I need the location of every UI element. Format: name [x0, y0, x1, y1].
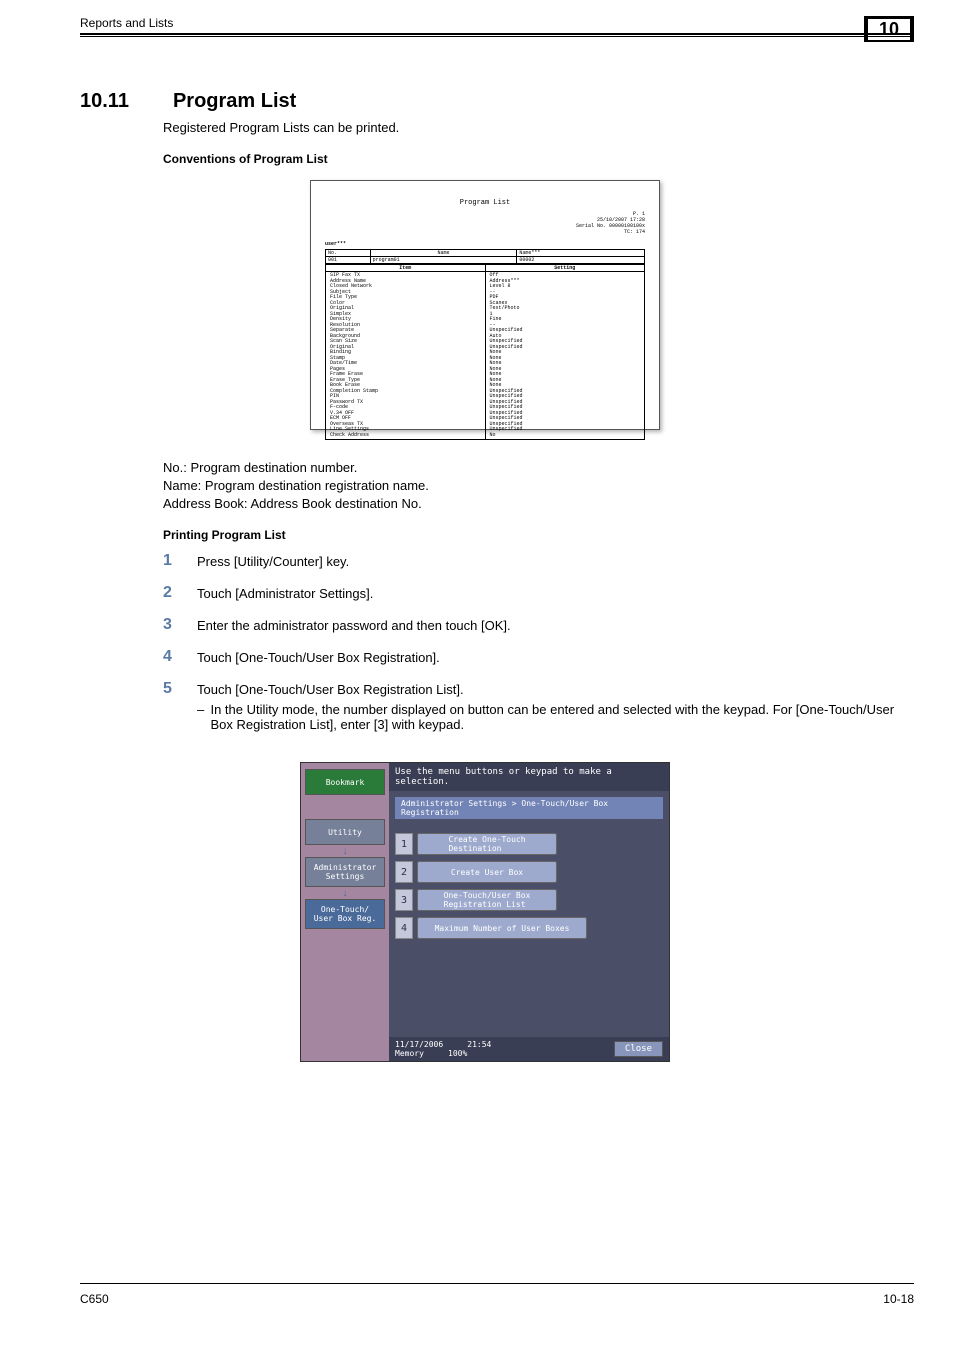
- ts-right-pane: Use the menu buttons or keypad to make a…: [389, 763, 669, 1061]
- ts-breadcrumb: Administrator Settings > One-Touch/User …: [395, 797, 663, 819]
- ts-memory-label: Memory: [395, 1049, 424, 1058]
- step-4: 4 Touch [One-Touch/User Box Registration…: [163, 648, 914, 666]
- menu-num-2: 2: [395, 861, 413, 883]
- menu-row-2: 2 Create User Box: [395, 861, 663, 883]
- bookmark-button[interactable]: Bookmark: [305, 769, 385, 795]
- po-head-name2-val: 00002: [517, 257, 645, 264]
- chapter-badge: 10: [864, 16, 914, 42]
- footer-rule: [80, 1283, 914, 1284]
- create-one-touch-button[interactable]: Create One-TouchDestination: [417, 833, 557, 855]
- program-list-printout: Program List P. 1 25/10/2007 17:28 Seria…: [310, 180, 660, 430]
- section-heading: 10.11 Program List: [80, 90, 296, 113]
- menu-row-3: 3 One-Touch/User BoxRegistration List: [395, 889, 663, 911]
- steps-list: 1 Press [Utility/Counter] key. 2 Touch […: [163, 552, 914, 732]
- menu-num-3: 3: [395, 889, 413, 911]
- ts-bottom-info: 11/17/2006 21:54 Memory 100%: [395, 1040, 491, 1058]
- ts-time: 21:54: [467, 1040, 491, 1049]
- step-2: 2 Touch [Administrator Settings].: [163, 584, 914, 602]
- create-user-box-button[interactable]: Create User Box: [417, 861, 557, 883]
- header-title: Reports and Lists: [80, 16, 173, 30]
- step-5-sub-text: In the Utility mode, the number displaye…: [210, 702, 914, 732]
- header-rule: [80, 33, 914, 35]
- po-body-item-head: Item: [326, 265, 486, 272]
- step-1: 1 Press [Utility/Counter] key.: [163, 552, 914, 570]
- ts-menu: 1 Create One-TouchDestination 2 Create U…: [389, 825, 669, 1037]
- ts-left-column: Bookmark Utility ↓ AdministratorSettings…: [301, 763, 389, 1061]
- printout-meta: P. 1 25/10/2007 17:28 Serial No. 0000010…: [325, 211, 645, 235]
- down-arrow-icon: ↓: [305, 887, 385, 899]
- dash-icon: –: [197, 702, 210, 732]
- step-num-2: 2: [163, 584, 197, 602]
- footer-right: 10-18: [883, 1292, 914, 1306]
- ts-memory-pct: 100%: [448, 1049, 467, 1058]
- step-5-sub: – In the Utility mode, the number displa…: [197, 702, 914, 732]
- printout-title: Program List: [325, 199, 645, 207]
- printout-user: user***: [325, 241, 645, 247]
- registration-list-button[interactable]: One-Touch/User BoxRegistration List: [417, 889, 557, 911]
- max-user-boxes-button[interactable]: Maximum Number of User Boxes: [417, 917, 587, 939]
- touchscreen-panel: Bookmark Utility ↓ AdministratorSettings…: [300, 762, 670, 1062]
- po-head-no-label: No.: [326, 250, 371, 257]
- menu-num-1: 1: [395, 833, 413, 855]
- printout-tc: TC: 174: [325, 229, 645, 235]
- footer-left: C650: [80, 1292, 109, 1306]
- step-3: 3 Enter the administrator password and t…: [163, 616, 914, 634]
- one-touch-userbox-reg-button[interactable]: One-Touch/User Box Reg.: [305, 899, 385, 929]
- step-text-5: Touch [One-Touch/User Box Registration L…: [197, 680, 464, 697]
- intro-text: Registered Program Lists can be printed.: [163, 120, 399, 135]
- down-arrow-icon: ↓: [305, 845, 385, 857]
- po-head-no-val: 001: [326, 257, 371, 264]
- po-items-cell: SIP Fax TXAddress NameClosed NetworkSubj…: [326, 272, 486, 440]
- po-settings-cell: OffAddress***Level 8--PDFScanexText/Phot…: [485, 272, 645, 440]
- subheading-printing: Printing Program List: [163, 528, 286, 542]
- definitions: No.: Program destination number. Name: P…: [163, 459, 429, 513]
- ts-bottom-bar: 11/17/2006 21:54 Memory 100% Close: [389, 1037, 669, 1061]
- printout-head-table: No. Name Name*** 001 program01 00002: [325, 249, 645, 264]
- step-text-1: Press [Utility/Counter] key.: [197, 552, 349, 569]
- printout-body-table: Item Setting SIP Fax TXAddress NameClose…: [325, 264, 645, 440]
- utility-button[interactable]: Utility: [305, 819, 385, 845]
- close-button[interactable]: Close: [614, 1041, 663, 1057]
- step-text-2: Touch [Administrator Settings].: [197, 584, 373, 601]
- def-book: Address Book: Address Book destination N…: [163, 495, 429, 513]
- step-text-3: Enter the administrator password and the…: [197, 616, 511, 633]
- step-num-1: 1: [163, 552, 197, 570]
- ts-topbar: Use the menu buttons or keypad to make a…: [389, 763, 669, 791]
- header-rule-thin: [80, 36, 914, 37]
- chapter-number: 10: [867, 18, 911, 41]
- menu-row-1: 1 Create One-TouchDestination: [395, 833, 663, 855]
- ts-date: 11/17/2006: [395, 1040, 443, 1049]
- administrator-settings-button[interactable]: AdministratorSettings: [305, 857, 385, 887]
- po-body-setting-head: Setting: [485, 265, 645, 272]
- section-number: 10.11: [80, 90, 129, 113]
- step-num-4: 4: [163, 648, 197, 666]
- def-no: No.: Program destination number.: [163, 459, 429, 477]
- step-5: 5 Touch [One-Touch/User Box Registration…: [163, 680, 914, 698]
- menu-num-4: 4: [395, 917, 413, 939]
- step-text-4: Touch [One-Touch/User Box Registration].: [197, 648, 440, 665]
- po-head-name-label: Name: [370, 250, 517, 257]
- section-title: Program List: [173, 90, 296, 113]
- menu-row-4: 4 Maximum Number of User Boxes: [395, 917, 663, 939]
- po-head-name2-label: Name***: [517, 250, 645, 257]
- subheading-conventions: Conventions of Program List: [163, 152, 328, 166]
- step-num-3: 3: [163, 616, 197, 634]
- def-name: Name: Program destination registration n…: [163, 477, 429, 495]
- step-num-5: 5: [163, 680, 197, 698]
- po-head-name-val: program01: [370, 257, 517, 264]
